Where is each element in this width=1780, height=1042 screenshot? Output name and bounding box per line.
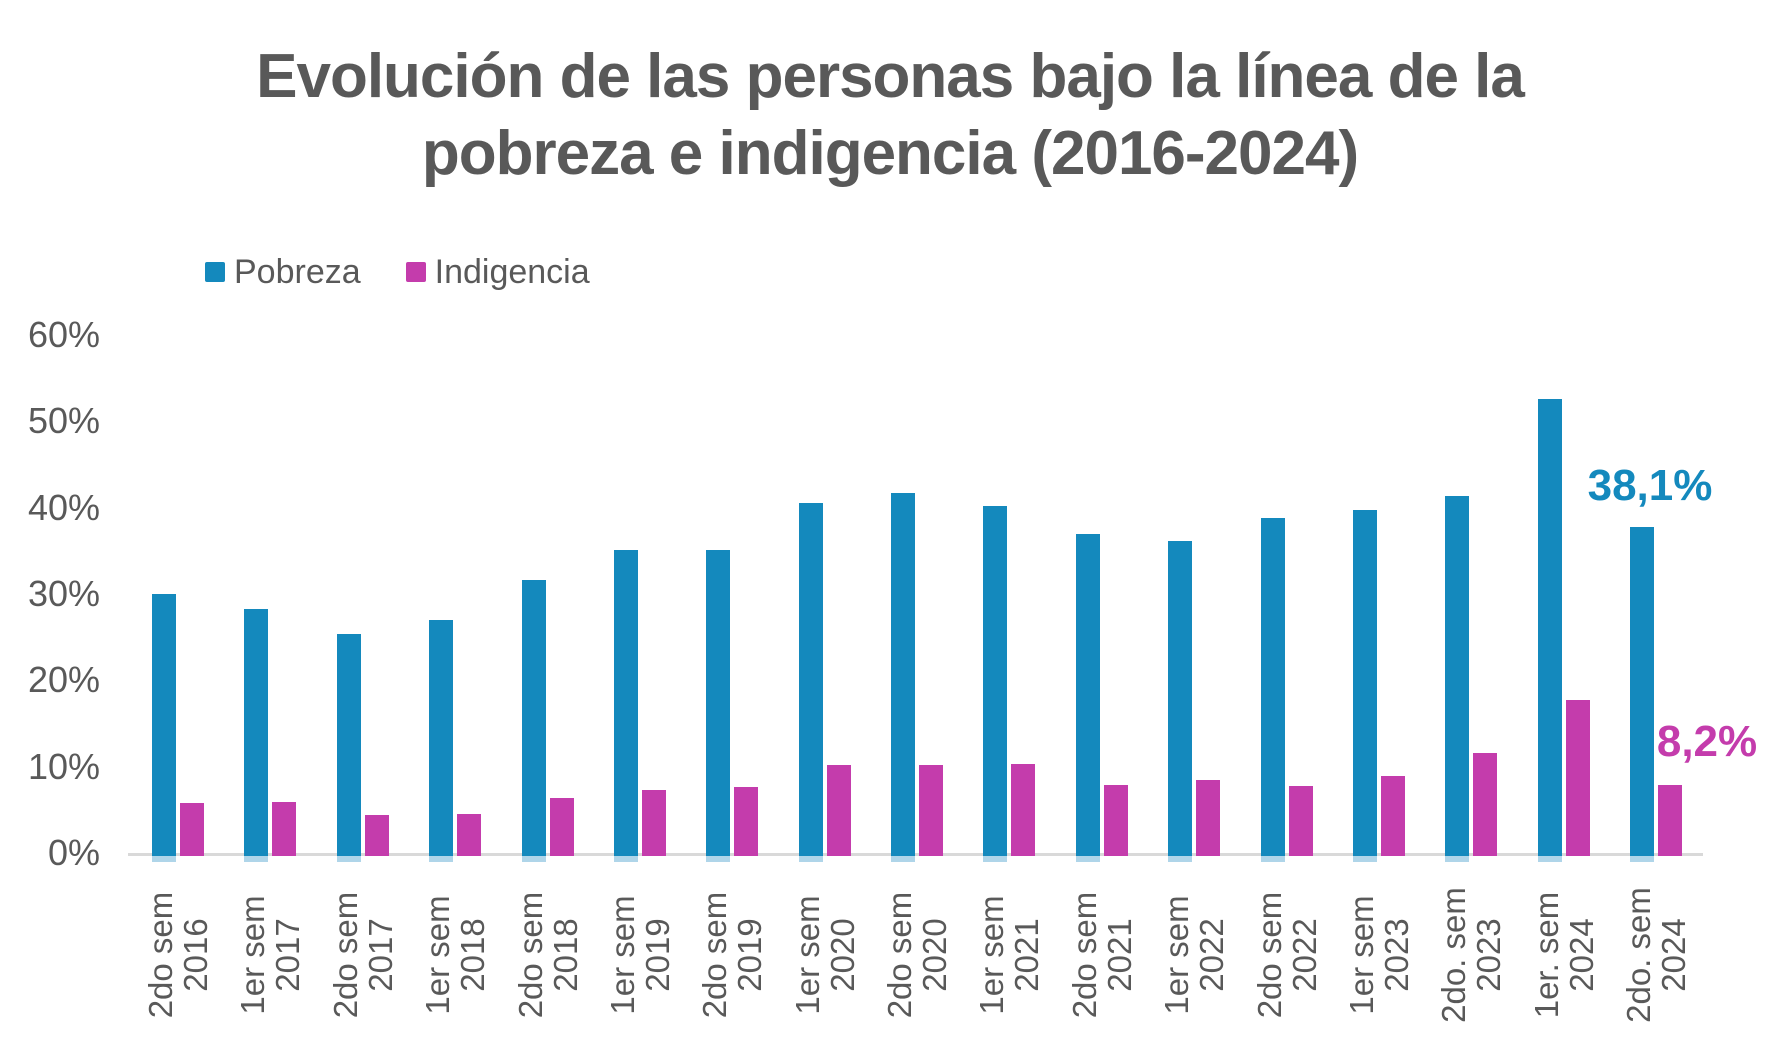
legend-label-indigencia: Indigencia (434, 252, 590, 291)
bar-indigencia (1658, 785, 1682, 856)
bar-pobreza (1352, 509, 1377, 856)
bar-pobreza (152, 594, 176, 856)
bar-pobreza (244, 609, 269, 856)
bar-pobreza-base-cap (1260, 856, 1285, 862)
bar-indigencia (457, 813, 482, 856)
x-tick-label: 1er sem 2017 (234, 895, 307, 1015)
x-tick-label: 2do sem 2022 (1250, 891, 1323, 1019)
x-tick-label: 2do sem 2017 (326, 891, 399, 1019)
x-tick-label: 2do. sem 2023 (1435, 887, 1508, 1023)
bar-pobreza-base-cap (521, 856, 546, 862)
bar-pobreza (798, 502, 823, 856)
y-tick-40: 40% (27, 486, 100, 528)
bar-pobreza (983, 505, 1008, 856)
legend-item-pobreza: Pobreza (205, 253, 361, 292)
legend-label-pobreza: Pobreza (234, 252, 361, 291)
bar-indigencia (1196, 780, 1221, 856)
data-label-pobreza-2do-sem-2024: 38,1% (1587, 461, 1713, 510)
bar-indigencia (180, 803, 204, 856)
x-tick-label: 2do sem 2019 (696, 891, 769, 1019)
bar-pobreza-base-cap (613, 856, 638, 862)
x-tick-label: 1er sem 2019 (603, 895, 676, 1015)
x-tick-label: 1er sem 2018 (419, 895, 492, 1015)
bar-indigencia (641, 789, 666, 856)
bar-pobreza (1075, 533, 1100, 856)
x-tick-label: 1er sem 2023 (1342, 895, 1415, 1015)
x-tick-label: 1er. sem 2024 (1527, 891, 1600, 1019)
bar-indigencia (1103, 785, 1128, 856)
bar-pobreza (891, 493, 915, 856)
x-tick-label: 2do sem 2016 (142, 891, 214, 1019)
chart-title-line1: Evolución de las personas bajo la línea … (256, 42, 1525, 111)
x-tick-label: 2do. sem 2024 (1620, 887, 1692, 1023)
bar-pobreza (521, 579, 546, 856)
y-tick-60: 60% (27, 314, 100, 356)
bar-pobreza (429, 620, 454, 856)
legend: Pobreza Indigencia (205, 253, 635, 291)
bar-pobreza (1168, 540, 1193, 856)
chart-title: Evolución de las personas bajo la línea … (0, 38, 1780, 192)
x-tick-label: 1er sem 2021 (973, 895, 1046, 1015)
chart-title-line2: pobreza e indigencia (2016-2024) (421, 119, 1359, 188)
bar-pobreza-base-cap (244, 856, 269, 862)
legend-item-indigencia: Indigencia (405, 252, 590, 292)
bar-indigencia (272, 802, 297, 856)
bar-pobreza-base-cap (798, 856, 823, 862)
y-tick-20: 20% (27, 659, 100, 701)
bar-pobreza-base-cap (1075, 856, 1100, 862)
bar-pobreza (1260, 517, 1285, 856)
bar-pobreza-base-cap (1537, 856, 1562, 862)
bar-indigencia (549, 798, 574, 856)
bar-pobreza (706, 549, 731, 856)
legend-swatch-indigencia (405, 262, 426, 282)
bar-pobreza-base-cap (706, 856, 731, 862)
bar-pobreza (1630, 527, 1654, 856)
bar-pobreza-base-cap (429, 856, 454, 862)
bar-pobreza (1537, 399, 1562, 856)
bar-indigencia (1288, 786, 1313, 856)
bar-pobreza-base-cap (983, 856, 1008, 862)
x-tick-label: 2do sem 2021 (1065, 891, 1138, 1019)
bar-pobreza-base-cap (152, 856, 176, 862)
y-tick-30: 30% (27, 573, 100, 614)
x-tick-label: 1er sem 2022 (1158, 895, 1231, 1015)
bar-pobreza (336, 634, 361, 856)
bar-indigencia (1565, 699, 1590, 856)
x-tick-label: 2do sem 2018 (511, 891, 584, 1019)
bar-pobreza-base-cap (891, 856, 915, 862)
x-tick-label: 1er sem 2020 (788, 895, 861, 1015)
bar-pobreza-base-cap (1630, 856, 1654, 862)
bar-pobreza-base-cap (1445, 856, 1470, 862)
x-axis-line (128, 853, 1703, 856)
bar-indigencia (826, 765, 851, 856)
y-tick-10: 10% (27, 745, 100, 787)
bar-pobreza (1445, 496, 1470, 856)
bar-indigencia (1473, 753, 1498, 856)
data-label-indigencia-2do-sem-2024: 8,2% (1656, 717, 1758, 766)
bar-indigencia (734, 786, 759, 856)
x-tick-label: 2do sem 2020 (881, 891, 953, 1019)
bar-pobreza-base-cap (1168, 856, 1193, 862)
bar-pobreza-base-cap (1352, 856, 1377, 862)
y-tick-50: 50% (27, 400, 100, 442)
bar-indigencia (919, 765, 943, 856)
bar-indigencia (364, 814, 389, 856)
bar-pobreza (613, 550, 638, 856)
bar-indigencia (1380, 775, 1405, 856)
bar-pobreza-base-cap (336, 856, 361, 862)
y-tick-0: 0% (47, 832, 100, 873)
legend-swatch-pobreza (205, 262, 225, 282)
bar-indigencia (1011, 763, 1036, 856)
